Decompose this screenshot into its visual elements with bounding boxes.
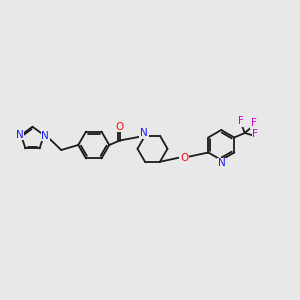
Text: F: F <box>250 118 256 128</box>
Text: O: O <box>180 153 188 164</box>
Text: F: F <box>238 116 244 126</box>
Text: O: O <box>116 122 124 132</box>
Text: N: N <box>140 128 148 138</box>
Text: F: F <box>252 129 258 139</box>
Text: N: N <box>41 130 49 140</box>
Text: N: N <box>218 158 226 169</box>
Text: N: N <box>16 130 24 140</box>
